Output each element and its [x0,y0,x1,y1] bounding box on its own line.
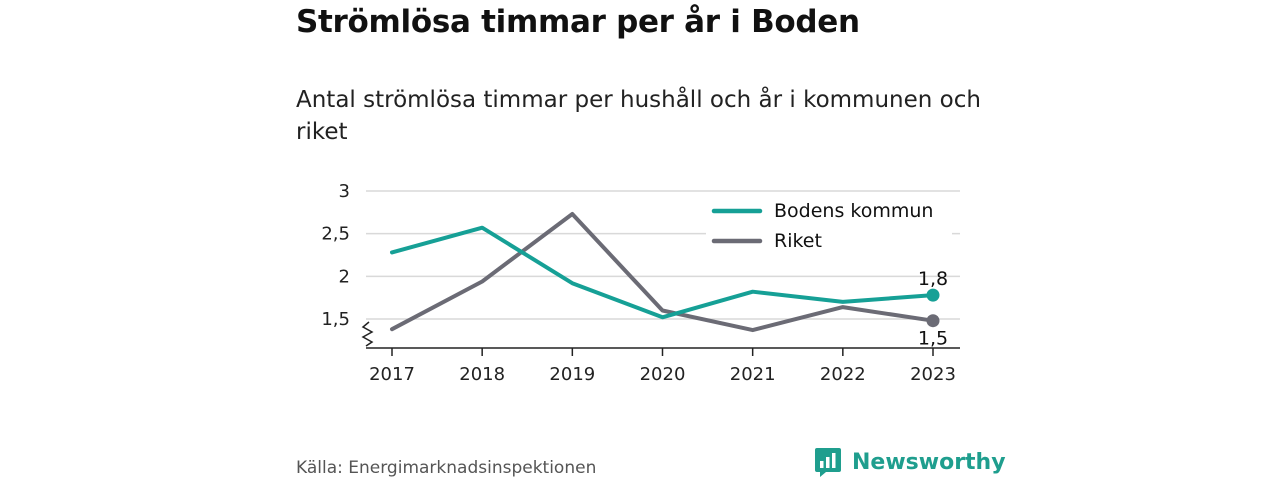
y-tick-label: 1,5 [321,309,350,330]
x-tick-label: 2019 [549,364,595,385]
x-axis: 2017 2018 2019 2020 2021 2022 2023 [361,321,960,385]
x-tick-label: 2017 [369,364,415,385]
x-tick-label: 2023 [910,364,956,385]
x-tick-label: 2022 [820,364,866,385]
x-tick-label: 2020 [640,364,686,385]
legend: Bodens kommun Riket [706,196,952,256]
series-line-boden [390,225,935,320]
source-note: Källa: Energimarknadsinspektionen [296,458,597,478]
legend-label: Riket [774,230,822,252]
brand-logo[interactable]: Newsworthy [814,446,1006,478]
y-tick-label: 3 [339,181,350,202]
newsworthy-logo-icon [815,448,841,477]
data-label-riket: 1,5 [918,328,948,350]
chart-title: Strömlösa timmar per år i Boden [296,4,860,40]
series: 1,8 1,5 [390,212,948,350]
data-label-boden: 1,8 [918,268,948,290]
legend-box [706,196,952,256]
end-point-riket [926,314,940,328]
y-tick-label: 2 [339,266,350,287]
x-tick-label: 2018 [459,364,505,385]
legend-label: Bodens kommun [774,200,933,222]
y-tick-label: 2,5 [321,224,350,245]
series-line-riket [390,212,935,333]
x-tick-label: 2021 [730,364,776,385]
y-axis-labels: 1,5 2 2,5 3 [321,181,350,330]
end-point-boden [926,288,940,302]
chart-subtitle: Antal strömlösa timmar per hushåll och å… [296,87,981,145]
brand-name: Newsworthy [852,449,1006,475]
axis-break-icon [361,321,374,347]
